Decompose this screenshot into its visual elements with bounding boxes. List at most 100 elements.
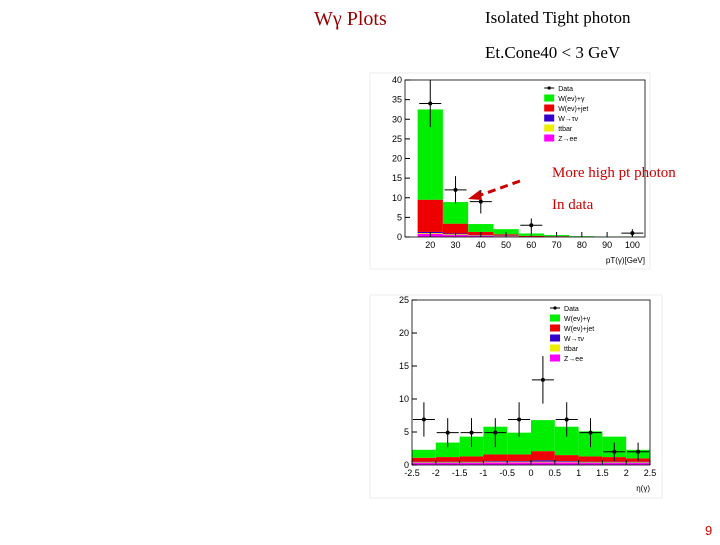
x-tick-label: -1.5	[452, 468, 468, 478]
data-point	[422, 417, 426, 421]
data-point	[541, 378, 545, 382]
legend-label: Z→ee	[564, 356, 583, 363]
y-tick-label: 10	[392, 193, 402, 203]
legend-swatch	[550, 335, 560, 342]
bar	[468, 224, 493, 232]
y-tick-label: 35	[392, 95, 402, 105]
legend-swatch	[544, 115, 554, 122]
y-tick-label: 15	[399, 361, 409, 371]
x-tick-label: 80	[577, 240, 587, 250]
legend-label: Data	[564, 306, 579, 313]
data-point	[612, 450, 616, 454]
x-tick-label: 20	[425, 240, 435, 250]
legend-swatch	[544, 105, 554, 112]
slide-title: Wγ Plots	[314, 8, 387, 30]
y-tick-label: 0	[397, 232, 402, 242]
bar	[412, 450, 436, 458]
y-tick-label: 30	[392, 114, 402, 124]
x-axis-label: pT(γ)[GeV]	[606, 256, 645, 265]
cut-text: Et.Cone40 < 3 GeV	[485, 43, 621, 62]
bar	[460, 462, 484, 463]
x-tick-label: 2.5	[644, 468, 657, 478]
bar	[626, 462, 650, 463]
bar	[555, 461, 579, 462]
x-tick-label: 60	[526, 240, 536, 250]
x-tick-label: 50	[501, 240, 511, 250]
bar	[443, 224, 468, 234]
x-axis-label: η(γ)	[636, 484, 650, 493]
x-tick-label: 40	[476, 240, 486, 250]
page-number: 9	[705, 523, 712, 538]
x-tick-label: 70	[552, 240, 562, 250]
legend-swatch	[550, 325, 560, 332]
bar	[443, 202, 468, 224]
y-tick-label: 20	[399, 328, 409, 338]
data-point	[517, 417, 521, 421]
bar	[412, 462, 436, 463]
data-point	[479, 200, 483, 204]
y-tick-label: 10	[399, 394, 409, 404]
data-point	[470, 431, 474, 435]
y-tick-label: 25	[399, 295, 409, 305]
data-point	[630, 231, 634, 235]
x-tick-label: -2.5	[404, 468, 420, 478]
data-point	[565, 417, 569, 421]
legend-label: Z→ee	[558, 136, 577, 143]
x-tick-label: 90	[602, 240, 612, 250]
bar	[531, 460, 555, 461]
legend-label: W(eν)+γ	[558, 96, 585, 103]
x-tick-label: 0	[528, 468, 533, 478]
bar	[555, 462, 579, 463]
bar	[507, 462, 531, 463]
legend-swatch	[550, 355, 560, 362]
legend-swatch	[544, 135, 554, 142]
bar	[531, 420, 555, 451]
bar	[531, 451, 555, 460]
x-tick-label: -2	[432, 468, 440, 478]
bar	[531, 462, 555, 463]
x-tick-label: 1	[576, 468, 581, 478]
annotation: In data	[552, 197, 594, 213]
y-tick-label: 5	[397, 212, 402, 222]
legend-label: ttbar	[564, 346, 579, 353]
bar	[412, 458, 436, 462]
legend-swatch	[550, 315, 560, 322]
legend-swatch	[544, 125, 554, 132]
x-tick-label: -1	[479, 468, 487, 478]
data-point	[493, 431, 497, 435]
legend-swatch	[544, 95, 554, 102]
data-point	[428, 102, 432, 106]
bar	[436, 457, 460, 462]
x-tick-label: 30	[451, 240, 461, 250]
y-tick-label: 15	[392, 173, 402, 183]
bar	[602, 462, 626, 463]
bar	[579, 456, 603, 461]
x-tick-label: 0.5	[549, 468, 562, 478]
bar	[483, 462, 507, 463]
data-point	[589, 431, 593, 435]
legend-label: W(eν)+jet	[558, 106, 588, 113]
data-point	[636, 450, 640, 454]
bar	[579, 462, 603, 463]
legend-label: W(eν)+jet	[564, 326, 594, 333]
bar	[579, 462, 603, 463]
data-point	[454, 188, 458, 192]
bar	[507, 454, 531, 461]
bar	[555, 455, 579, 461]
x-tick-label: -0.5	[499, 468, 515, 478]
y-tick-label: 40	[392, 75, 402, 85]
y-tick-label: 5	[404, 427, 409, 437]
bar	[436, 462, 460, 463]
slide-subtitle: Isolated Tight photon	[485, 8, 631, 27]
bar	[460, 456, 484, 461]
x-tick-label: 1.5	[596, 468, 609, 478]
bar	[418, 200, 443, 232]
legend-label: W→τν	[558, 116, 578, 123]
bar	[483, 461, 507, 462]
data-point	[529, 223, 533, 227]
bar	[507, 461, 531, 462]
bar	[436, 462, 460, 463]
bar	[460, 462, 484, 463]
